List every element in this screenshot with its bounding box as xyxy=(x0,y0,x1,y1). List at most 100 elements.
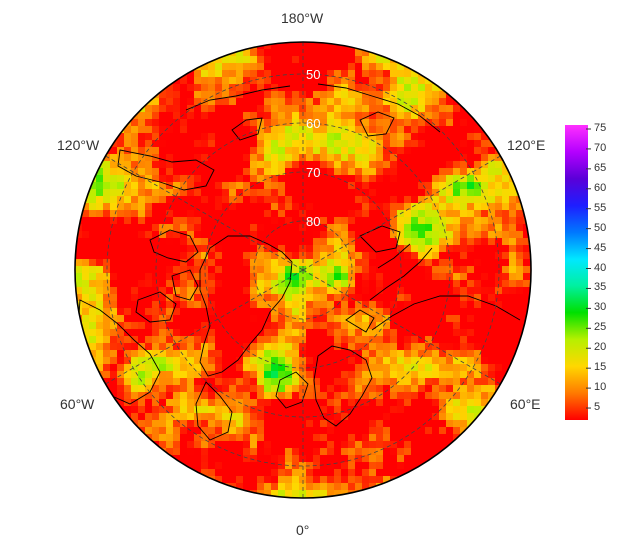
data-cell xyxy=(439,350,447,358)
data-cell xyxy=(502,280,510,288)
data-cell xyxy=(208,238,216,246)
data-cell xyxy=(117,210,125,218)
data-cell xyxy=(467,105,475,113)
data-cell xyxy=(334,105,342,113)
data-cell xyxy=(397,231,405,239)
data-cell xyxy=(264,154,272,162)
data-cell xyxy=(229,315,237,323)
data-cell xyxy=(355,441,363,449)
data-cell xyxy=(313,294,321,302)
data-cell xyxy=(474,126,482,134)
data-cell xyxy=(453,322,461,330)
data-cell xyxy=(159,385,167,393)
data-cell xyxy=(453,91,461,99)
data-cell xyxy=(208,168,216,176)
data-cell xyxy=(341,182,349,190)
data-cell xyxy=(180,161,188,169)
data-cell xyxy=(327,56,335,64)
data-cell xyxy=(243,70,251,78)
data-cell xyxy=(390,336,398,344)
data-cell xyxy=(131,280,139,288)
data-cell xyxy=(411,119,419,127)
data-cell xyxy=(278,224,286,232)
data-cell xyxy=(516,273,524,281)
data-cell xyxy=(369,350,377,358)
data-cell xyxy=(404,196,412,204)
data-cell xyxy=(243,448,251,456)
data-cell xyxy=(390,280,398,288)
data-cell xyxy=(117,189,125,197)
data-cell xyxy=(369,406,377,414)
data-cell xyxy=(383,315,391,323)
data-cell xyxy=(257,266,265,274)
data-cell xyxy=(194,112,202,120)
data-cell xyxy=(145,385,153,393)
data-cell xyxy=(306,350,314,358)
data-cell xyxy=(236,126,244,134)
data-cell xyxy=(474,420,482,428)
data-cell xyxy=(201,84,209,92)
data-cell xyxy=(138,259,146,267)
data-cell xyxy=(131,385,139,393)
data-cell xyxy=(75,245,83,253)
data-cell xyxy=(530,287,531,295)
data-cell xyxy=(327,259,335,267)
data-cell xyxy=(418,441,426,449)
data-cell xyxy=(215,343,223,351)
data-cell xyxy=(516,182,524,190)
data-cell xyxy=(159,427,167,435)
data-cell xyxy=(439,154,447,162)
data-cell xyxy=(257,476,265,484)
data-cell xyxy=(341,455,349,463)
data-cell xyxy=(208,427,216,435)
data-cell xyxy=(446,434,454,442)
data-cell xyxy=(439,294,447,302)
data-cell xyxy=(103,294,111,302)
data-cell xyxy=(264,245,272,253)
data-cell xyxy=(425,196,433,204)
data-cell xyxy=(110,266,118,274)
data-cell xyxy=(390,133,398,141)
data-cell xyxy=(299,294,307,302)
data-cell xyxy=(271,392,279,400)
data-cell xyxy=(453,371,461,379)
data-cell xyxy=(362,91,370,99)
data-cell xyxy=(488,343,496,351)
data-cell xyxy=(201,329,209,337)
data-cell xyxy=(243,469,251,477)
data-cell xyxy=(467,217,475,225)
data-cell xyxy=(432,224,440,232)
data-cell xyxy=(341,476,349,484)
data-cell xyxy=(320,462,328,470)
data-cell xyxy=(103,273,111,281)
data-cell xyxy=(292,56,300,64)
data-cell xyxy=(313,63,321,71)
data-cell xyxy=(166,203,174,211)
data-cell xyxy=(173,322,181,330)
data-cell xyxy=(271,56,279,64)
data-cell xyxy=(222,308,230,316)
data-cell xyxy=(250,112,258,120)
data-cell xyxy=(222,70,230,78)
data-cell xyxy=(320,287,328,295)
data-cell xyxy=(292,154,300,162)
data-cell xyxy=(285,273,293,281)
data-cell xyxy=(453,357,461,365)
data-cell xyxy=(327,378,335,386)
data-cell xyxy=(82,238,90,246)
data-cell xyxy=(418,175,426,183)
data-cell xyxy=(320,322,328,330)
data-cell xyxy=(187,133,195,141)
data-cell xyxy=(460,189,468,197)
data-cell xyxy=(334,70,342,78)
data-cell xyxy=(369,476,377,484)
data-cell xyxy=(446,350,454,358)
data-cell xyxy=(285,266,293,274)
data-cell xyxy=(348,175,356,183)
data-cell xyxy=(222,266,230,274)
data-cell xyxy=(488,364,496,372)
data-cell xyxy=(376,133,384,141)
data-cell xyxy=(362,329,370,337)
data-cell xyxy=(516,245,524,253)
data-cell xyxy=(425,217,433,225)
